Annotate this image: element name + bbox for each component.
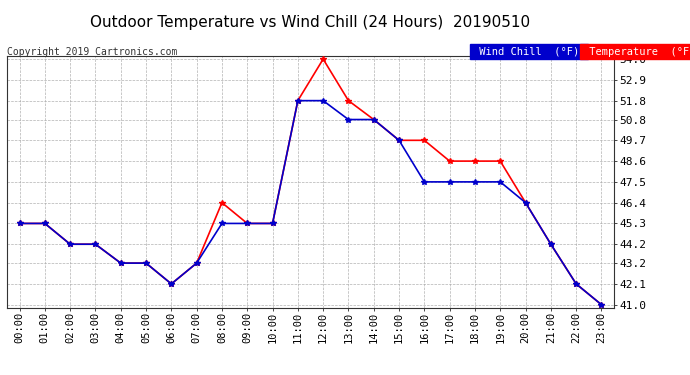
Text: Copyright 2019 Cartronics.com: Copyright 2019 Cartronics.com <box>7 47 177 57</box>
Text: Temperature  (°F): Temperature (°F) <box>583 47 690 57</box>
Text: Wind Chill  (°F): Wind Chill (°F) <box>473 47 585 57</box>
Text: Outdoor Temperature vs Wind Chill (24 Hours)  20190510: Outdoor Temperature vs Wind Chill (24 Ho… <box>90 15 531 30</box>
